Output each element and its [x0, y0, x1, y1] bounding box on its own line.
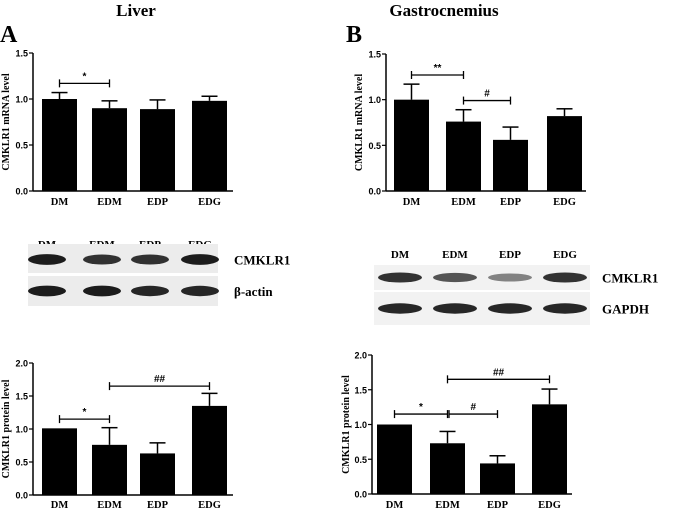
x-tick-label: EDG	[553, 197, 576, 208]
x-tick-label: DM	[403, 197, 421, 208]
bar-edm	[446, 121, 481, 191]
y-tick-label: 1.5	[15, 392, 28, 402]
panel-title-gastrocnemius: Gastrocnemius	[389, 1, 499, 20]
protein-band	[433, 272, 477, 283]
x-tick-label: DM	[386, 500, 404, 510]
bar-edp	[480, 463, 515, 494]
bar-edg	[532, 404, 567, 494]
protein-band	[28, 254, 66, 265]
y-tick-label: 1.5	[368, 50, 381, 60]
x-tick-label: EDP	[487, 500, 509, 510]
significance-label: #	[484, 89, 490, 100]
protein-band	[181, 254, 219, 265]
protein-band	[181, 285, 219, 297]
y-tick-label: 0.0	[368, 187, 381, 197]
y-tick-label: 2.0	[354, 351, 367, 361]
y-axis-label: CMKLR1 mRNA level	[1, 73, 12, 170]
bar-edp	[493, 139, 528, 191]
x-tick-label: EDM	[97, 197, 122, 208]
bar-dm	[377, 424, 412, 494]
y-tick-label: 0.5	[354, 455, 367, 465]
protein-band	[378, 272, 422, 283]
protein-band	[131, 254, 169, 265]
x-tick-label: DM	[51, 197, 69, 208]
significance-label: *	[419, 402, 423, 413]
bar-edp	[140, 109, 175, 191]
blot-label-gapdh: GAPDH	[602, 302, 649, 317]
x-tick-label: EDP	[147, 500, 169, 510]
blot-label-cmklr1: CMKLR1	[234, 253, 290, 268]
protein-band	[488, 303, 532, 314]
panel-title-liver: Liver	[116, 1, 156, 20]
x-tick-label: EDM	[451, 197, 476, 208]
lane-label: DM	[391, 249, 410, 261]
x-tick-label: EDM	[97, 500, 122, 510]
protein-band	[131, 285, 169, 297]
bar-chart-b-mrna: 0.0 0.5 1.0 1.5 CMKLR1 mRNA level DM EDM EDP EDG…	[354, 50, 586, 208]
y-tick-label: 2.0	[15, 359, 28, 369]
significance-label: *	[83, 407, 87, 418]
blot-label-β-actin: β-actin	[234, 284, 273, 299]
y-tick-label: 0.5	[368, 141, 381, 151]
bar-edm	[430, 443, 465, 494]
lane-label: EDP	[499, 249, 521, 261]
protein-band	[378, 303, 422, 314]
panel-letter-b: B	[346, 22, 362, 48]
x-tick-label: EDG	[198, 197, 221, 208]
bar-edm	[92, 444, 127, 495]
x-tick-label: EDG	[198, 500, 221, 510]
significance-label: *	[83, 71, 87, 82]
x-tick-label: EDP	[500, 197, 522, 208]
protein-band	[83, 254, 121, 265]
y-tick-label: 0.0	[15, 491, 28, 501]
x-tick-label: EDP	[147, 197, 169, 208]
y-tick-label: 1.0	[15, 95, 28, 105]
x-tick-label: EDG	[538, 500, 561, 510]
y-tick-label: 1.0	[354, 420, 367, 430]
protein-band	[28, 285, 66, 297]
protein-band	[543, 272, 587, 283]
bar-dm	[394, 99, 429, 191]
y-tick-label: 1.5	[15, 49, 28, 59]
lane-label: EDG	[553, 249, 577, 261]
significance-label: ##	[154, 374, 166, 385]
x-tick-label: DM	[51, 500, 69, 510]
significance-label: #	[470, 402, 476, 413]
significance-label: ##	[493, 367, 505, 378]
x-tick-label: EDM	[435, 500, 460, 510]
significance-label: **	[434, 63, 442, 74]
bar-chart-a-mrna: 0.0 0.5 1.0 1.5 CMKLR1 mRNA level DM EDM EDP EDG…	[1, 49, 233, 208]
bar-edm	[92, 108, 127, 191]
y-axis-label: CMKLR1 mRNA level	[354, 74, 365, 171]
y-tick-label: 1.0	[15, 425, 28, 435]
bar-edp	[140, 453, 175, 495]
y-tick-label: 0.0	[354, 490, 367, 500]
protein-band	[488, 273, 532, 282]
bar-chart-b-protein: 0.0 0.5 1.0 1.5 2.0 CMKLR1 protein level DM EDM…	[341, 351, 572, 510]
panel-letter-a: A	[0, 22, 18, 48]
y-tick-label: 0.5	[15, 141, 28, 151]
bar-dm	[42, 99, 77, 191]
bar-edg	[192, 405, 227, 495]
y-axis-label: CMKLR1 protein level	[1, 379, 12, 478]
blot-label-cmklr1: CMKLR1	[602, 271, 658, 286]
western-blot-b: DM EDM EDP EDG CMKLR1 GAPDH	[374, 249, 658, 325]
bar-edg	[547, 116, 582, 191]
protein-band	[543, 303, 587, 314]
protein-band	[433, 303, 477, 314]
protein-band	[83, 285, 121, 297]
y-tick-label: 1.5	[354, 385, 367, 395]
bar-edg	[192, 100, 227, 191]
y-tick-label: 0.5	[15, 458, 28, 468]
y-axis-label: CMKLR1 protein level	[341, 375, 352, 474]
y-tick-label: 0.0	[15, 187, 28, 197]
lane-label: EDM	[442, 249, 468, 261]
y-tick-label: 1.0	[368, 95, 381, 105]
bar-dm	[42, 428, 77, 495]
western-blot-a: DMEDMEDPEDGCMKLR1β-actin	[28, 239, 290, 306]
